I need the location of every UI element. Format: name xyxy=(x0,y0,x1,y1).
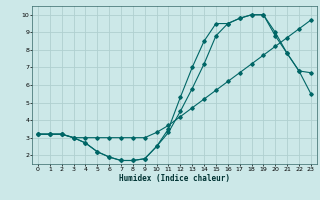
X-axis label: Humidex (Indice chaleur): Humidex (Indice chaleur) xyxy=(119,174,230,183)
